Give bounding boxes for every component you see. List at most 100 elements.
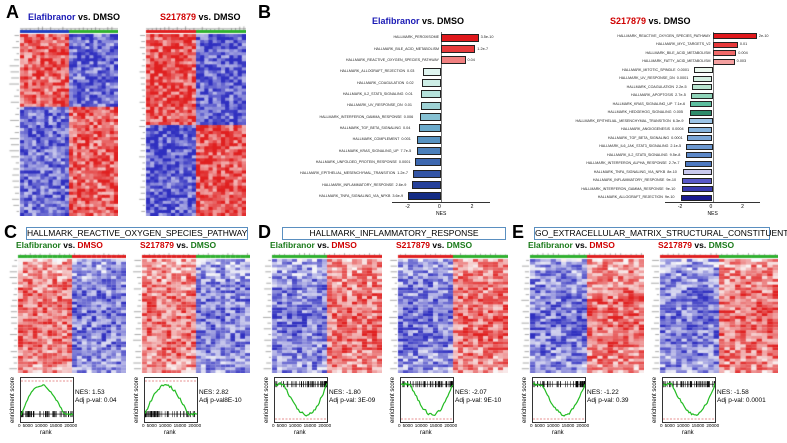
title-vs: vs.	[174, 240, 191, 250]
title-control: DMSO	[663, 16, 691, 26]
nes-bar	[693, 67, 713, 74]
nes-bar	[420, 101, 441, 110]
x-tick-label: 15000	[429, 423, 443, 428]
gsea-stats: NES: -2.07 Adj p-val: 9E-10	[455, 389, 501, 405]
x-tick-label: 15000	[561, 423, 575, 428]
enrichment-curve	[401, 381, 453, 417]
bar-padj-label: 6.3e-9	[672, 118, 684, 123]
bar-pathway-label: HALLMARK_IL2_STAT5_SIGNALING	[607, 152, 668, 157]
x-tick-label: -2	[405, 204, 410, 210]
x-tick-label: 5000	[276, 423, 287, 428]
y-axis-label: enrichment score	[10, 376, 16, 423]
bar-pathway-label: HALLMARK_COAGULATION	[356, 80, 405, 85]
nes-bar	[416, 147, 441, 155]
adj-pval-value: Adj p-val: 9E-10	[455, 397, 502, 404]
x-tick-label: 10000	[546, 423, 560, 428]
x-tick-label: 5000	[22, 423, 33, 428]
bar-pathway-label: HALLMARK_INTERFERON_GAMMA_RESPONSE	[581, 186, 664, 191]
nes-value: NES: 2.82	[199, 389, 229, 396]
nes-bar	[690, 101, 713, 108]
x-tick-label: 20000	[576, 423, 590, 428]
bar-pathway-label: HALLMARK_REACTIVE_OXYGEN_SPECIES_PATHWAY	[345, 57, 439, 62]
y-axis-label: enrichment score	[522, 376, 528, 423]
panel-letter-e: E	[512, 222, 525, 242]
title-treatment: S217879	[396, 240, 431, 250]
title-treatment: S217879	[610, 16, 647, 26]
x-axis	[392, 202, 490, 203]
comparison-title: S217879 vs. DMSO	[658, 240, 734, 250]
x-tick-label: 0	[142, 423, 145, 428]
bar-pathway-label: HALLMARK_TNFA_SIGNALING_VIA_NFKB	[593, 169, 666, 174]
title-control: DMSO	[213, 12, 241, 22]
title-control: DMSO	[437, 16, 465, 26]
bar-padj-label: 0.003	[736, 59, 747, 64]
enrichment-curve	[663, 382, 715, 416]
bar-padj-label: 1.2e-7	[477, 46, 489, 51]
bar-pathway-label: HALLMARK_INTERFERON_GAMMA_RESPONSE	[319, 114, 402, 119]
heatmap-a-right	[138, 24, 246, 216]
bar-padj-label: 9.5e-8	[669, 152, 681, 157]
title-control: DMSO	[708, 240, 735, 250]
heatmap-a-left	[8, 24, 118, 216]
enrichment-curve	[145, 383, 197, 417]
y-axis-label: enrichment score	[390, 376, 396, 423]
panel-d-header: HALLMARK_INFLAMMATORY_RESPONSE	[282, 227, 506, 240]
nes-value: NES: 1.53	[75, 389, 105, 396]
bar-padj-label: 0.01	[405, 91, 413, 96]
nes-bar	[691, 84, 713, 91]
nes-bar	[423, 67, 441, 76]
x-axis-label: NES	[707, 211, 718, 217]
bar-pathway-label: HALLMARK_UV_RESPONSE_DN	[619, 76, 675, 81]
nes-bar	[413, 169, 441, 178]
x-tick-labels: 0 5000 10000 15000 20000	[398, 423, 459, 428]
x-axis	[665, 202, 760, 203]
title-control: DMSO	[331, 240, 357, 250]
bar-padj-label: 0.01	[404, 103, 412, 108]
gsea-enrichment-plot	[20, 377, 74, 423]
bar-padj-label: 3.5e-10	[480, 35, 494, 40]
x-tick-label: 0	[660, 423, 663, 428]
x-tick-label: 2	[741, 204, 744, 210]
title-control: DMSO	[589, 240, 615, 250]
x-axis-label: rank	[552, 430, 564, 436]
enrichment-curve	[533, 381, 585, 417]
x-tick-label: 10000	[158, 423, 172, 428]
bar-pathway-label: HALLMARK_BILE_ACID_METABOLISM	[645, 50, 711, 55]
nes-bar	[421, 90, 441, 99]
x-tick-label: 5000	[146, 423, 157, 428]
zero-line	[712, 32, 714, 202]
x-tick-label: 20000	[444, 423, 458, 428]
nes-bar	[441, 45, 476, 53]
x-tick-label: 20000	[64, 423, 78, 428]
y-axis-label: enrichment score	[134, 376, 140, 423]
panel-b-right-title: S217879 vs. DMSO	[610, 16, 691, 26]
bar-padj-label: 1.2e-7	[397, 171, 408, 176]
x-tick-label: 2	[470, 204, 474, 210]
bar-pathway-label: HALLMARK_EPITHELIAL_MESENCHYMAL_TRANSITI…	[299, 171, 396, 176]
bar-padj-label: 0.001	[401, 137, 411, 142]
adj-pval-value: Adj p-val8E-10	[199, 397, 242, 404]
x-tick-labels: 0 5000 10000 15000 20000	[142, 423, 203, 428]
nes-bar	[682, 177, 713, 184]
x-tick-label: 0	[709, 204, 713, 210]
title-control: DMSO	[446, 240, 473, 250]
bar-pathway-label: HALLMARK_FATTY_ACID_METABOLISM	[642, 59, 711, 64]
gsea-enrichment-plot	[144, 377, 198, 423]
bar-pathway-label: HALLMARK_KRAS_SIGNALING_UP	[338, 148, 399, 153]
nes-value: NES: -2.07	[455, 389, 487, 396]
enrichment-curve	[21, 384, 73, 417]
panel-letter-a: A	[6, 2, 19, 22]
bar-pathway-label: HALLMARK_PEROXISOME	[393, 35, 439, 40]
bar-padj-label: 0.04	[467, 57, 475, 62]
x-tick-labels: 0 5000 10000 15000 20000	[272, 423, 333, 428]
nes-bar	[687, 135, 713, 142]
title-vs: vs.	[419, 16, 438, 26]
x-tick-label: 0	[398, 423, 401, 428]
adj-pval-value: Adj p-val: 3E-09	[329, 397, 376, 404]
bar-pathway-label: HALLMARK_COMPLEMENT	[352, 137, 400, 142]
comparison-title: S217879 vs. DMSO	[396, 240, 472, 250]
enrichment-curve	[275, 382, 327, 417]
x-tick-labels: 0 5000 10000 15000 20000	[660, 423, 721, 428]
y-axis-label: enrichment score	[264, 376, 270, 423]
title-vs: vs.	[646, 16, 664, 26]
